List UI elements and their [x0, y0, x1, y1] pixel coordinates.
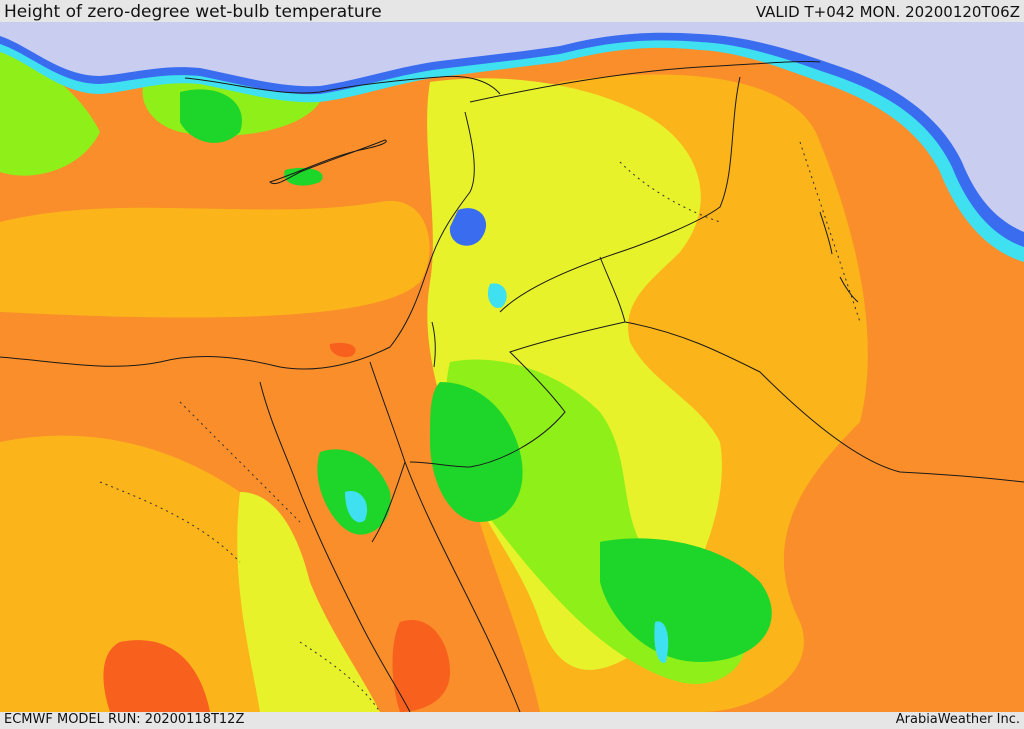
borders: [0, 60, 1024, 712]
coastline-red-sea-east: [404, 461, 521, 712]
hotspot-hejaz: [654, 621, 669, 663]
field-green-cyprus: [284, 167, 323, 186]
hotspot-golan: [487, 283, 507, 308]
valid-time: VALID T+042 MON. 20200120T06Z: [755, 3, 1020, 21]
footer-bar: ECMWF MODEL RUN: 20200118T12Z ArabiaWeat…: [0, 712, 1024, 729]
weather-map[interactable]: [0, 22, 1024, 712]
hotspot-lebanon: [449, 208, 487, 246]
field-green-aegean-inner: [180, 89, 242, 143]
field-red-orange-redsea: [392, 620, 450, 712]
header-bar: Height of zero-degree wet-bulb temperatu…: [0, 0, 1024, 22]
field-red-orange-nile: [329, 342, 356, 358]
field-orange-light-egypt: [0, 435, 285, 712]
field-green-hejaz: [600, 538, 772, 662]
field-green-negev: [430, 382, 523, 522]
model-run-label: ECMWF MODEL RUN: 20200118T12Z: [4, 712, 245, 727]
field-light-green-west: [0, 52, 100, 176]
border-egypt-israel: [369, 361, 406, 543]
cyprus-outline: [269, 139, 387, 185]
border-iraq-saudi: [624, 321, 1024, 483]
border-turkey-syria: [469, 60, 821, 103]
coastline-red-sea-west: [259, 381, 411, 712]
admin-dotted-lines: [99, 141, 861, 712]
field-yellow-green-egypt: [237, 492, 380, 712]
credit-label: ArabiaWeather Inc.: [895, 712, 1020, 727]
coastline-south-mediterranean: [0, 111, 475, 370]
hotspot-sinai: [345, 491, 368, 523]
field-sea-cold: [0, 22, 1024, 232]
river-outlines: [819, 211, 859, 303]
border-syria-iraq: [499, 76, 741, 313]
map-canvas: [0, 22, 1024, 712]
map-title: Height of zero-degree wet-bulb temperatu…: [4, 2, 382, 22]
field-red-orange-sudan: [103, 640, 210, 712]
field-orange-light-mediterranean: [0, 200, 430, 318]
dead-sea-outline: [431, 321, 436, 368]
admin-lines: [99, 141, 861, 712]
border-jordan-saudi: [409, 256, 626, 468]
coastline-turkey: [184, 75, 501, 95]
